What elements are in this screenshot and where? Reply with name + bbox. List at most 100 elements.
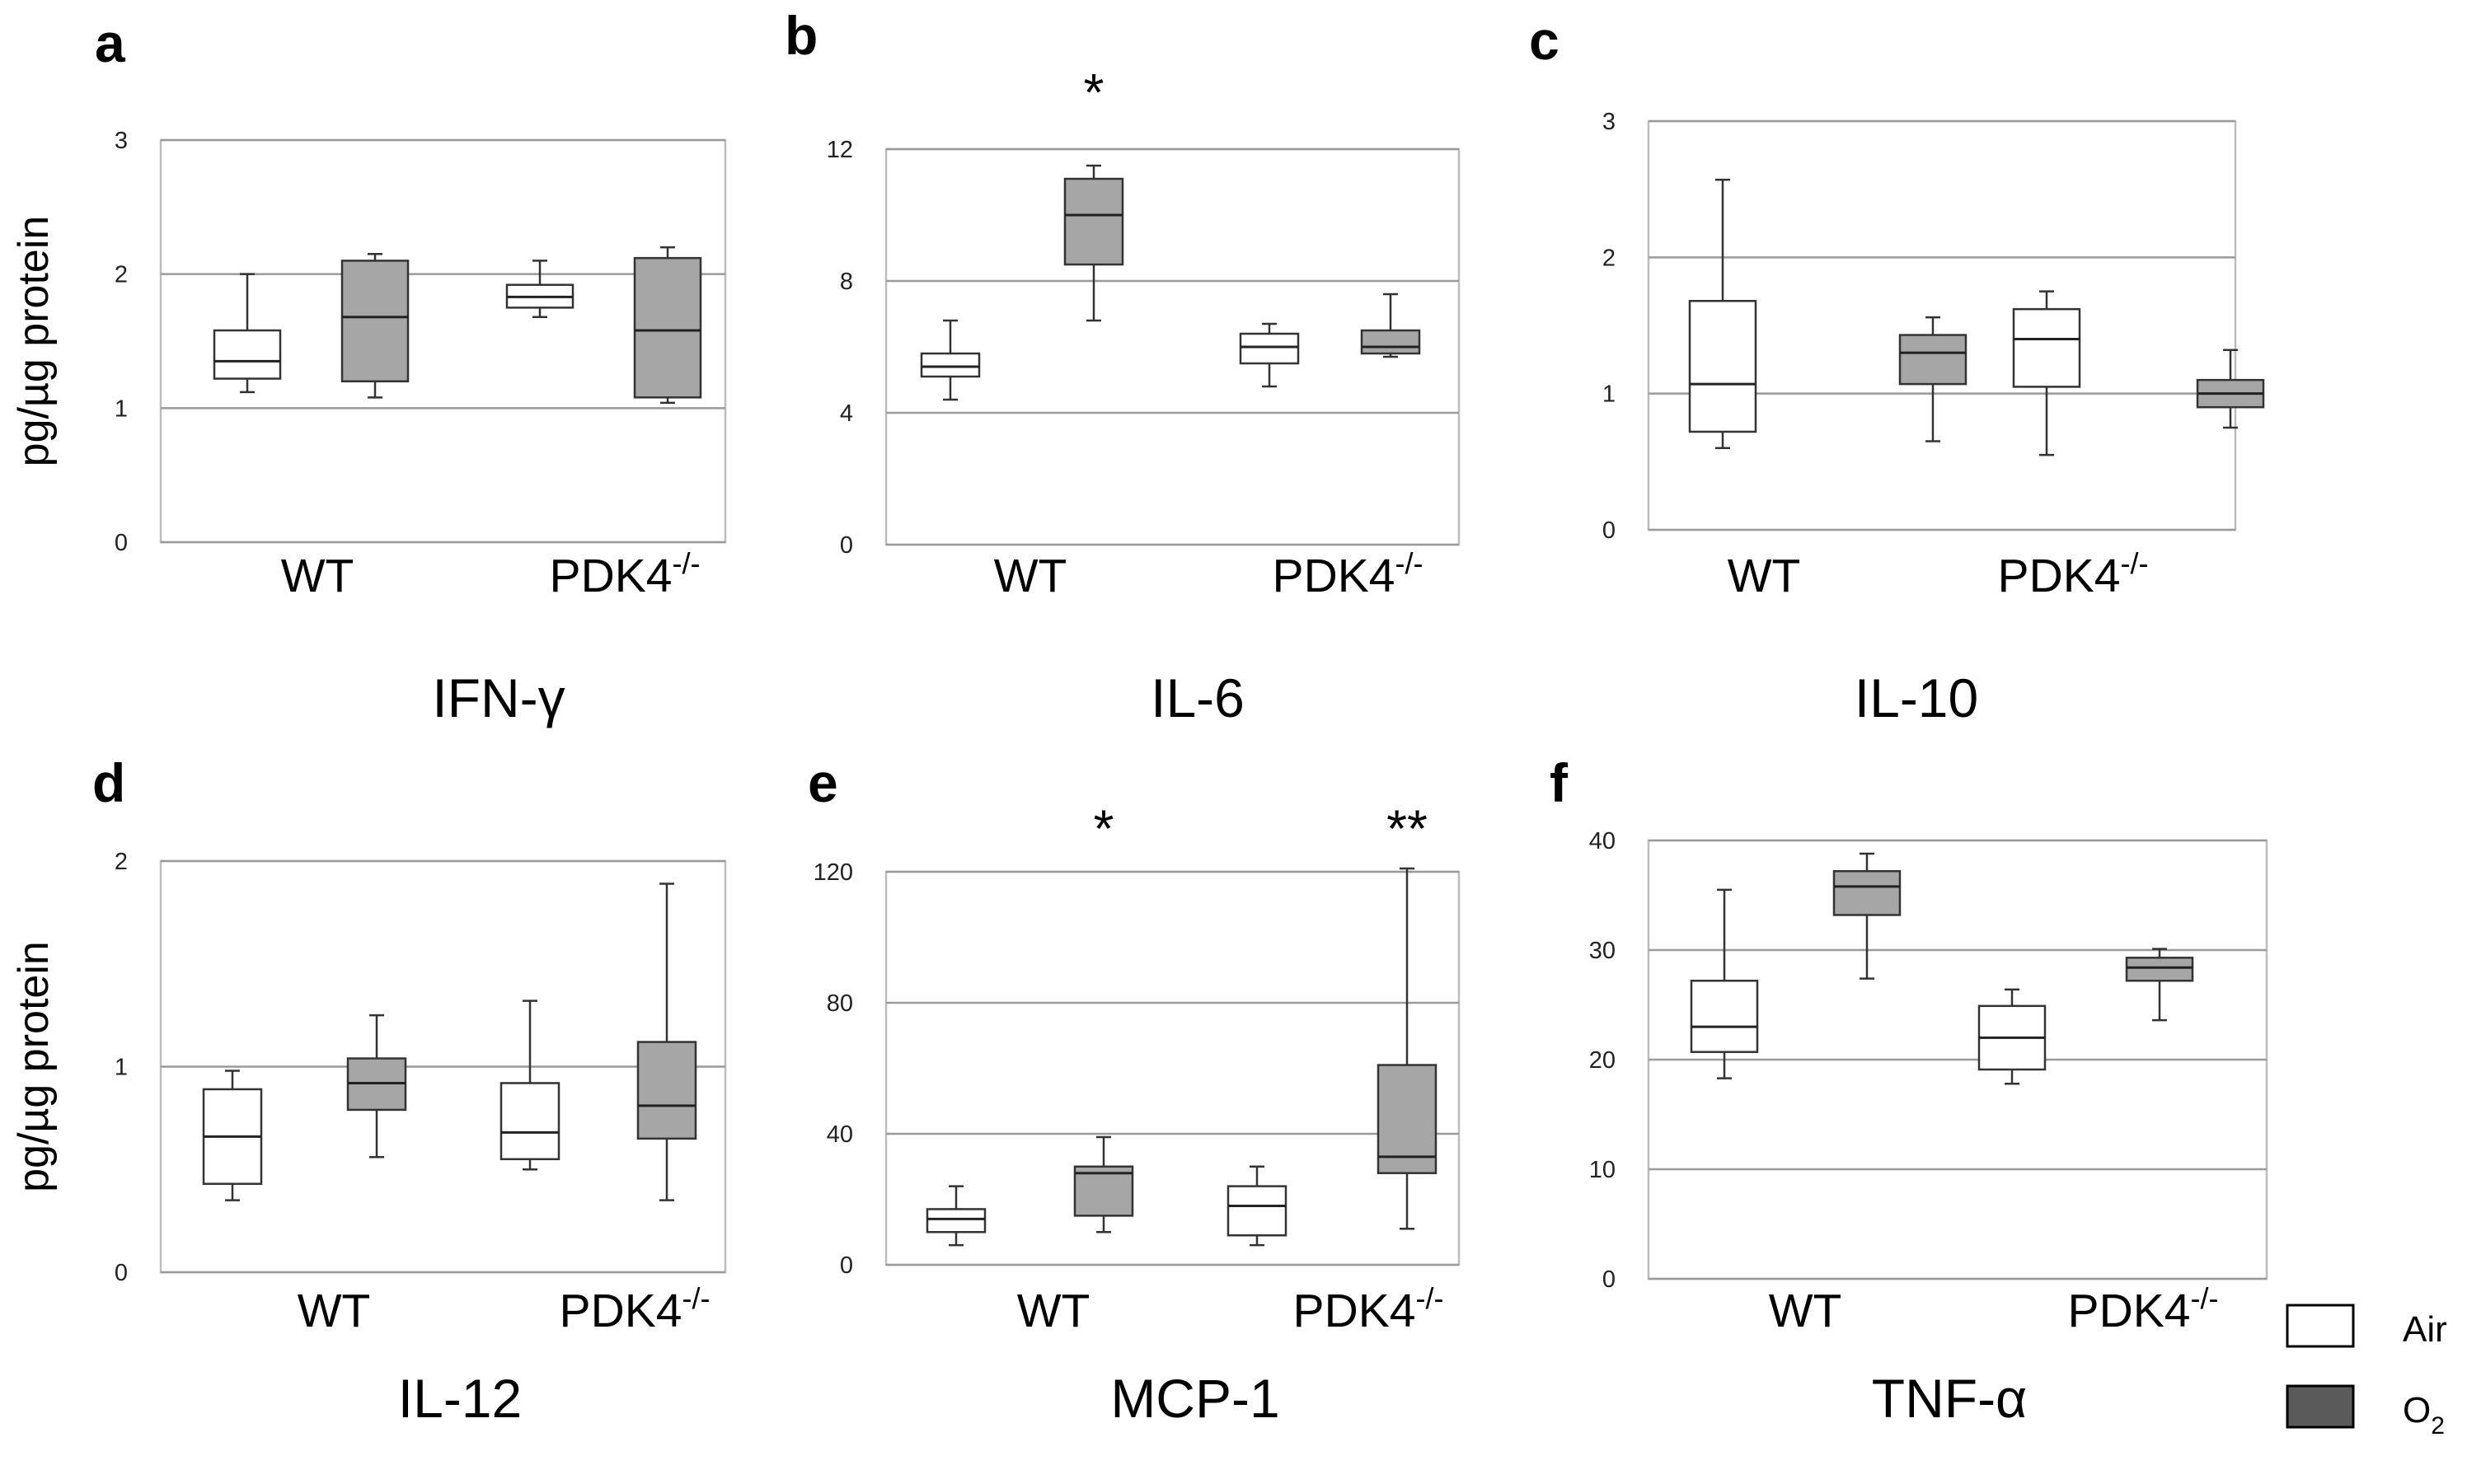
- box-WT-Air: [202, 1070, 263, 1201]
- significance-marker: *: [1094, 798, 1114, 858]
- y-tick-label: 8: [840, 269, 853, 295]
- box-iqr: [1073, 1165, 1134, 1217]
- x-category-label: WT: [1728, 550, 1801, 602]
- box-WT-Air: [926, 1185, 987, 1247]
- category-superscript: -/-: [672, 546, 700, 580]
- box-iqr: [1377, 1064, 1438, 1174]
- panel-letter: c: [1529, 10, 1559, 71]
- box-WT-Air: [213, 273, 282, 394]
- box-iqr: [1239, 332, 1300, 365]
- legend-label: Air: [2403, 1309, 2447, 1350]
- x-category-label: PDK4-/-: [2068, 1281, 2219, 1337]
- category-text: PDK4: [1998, 550, 2121, 602]
- box-iqr: [1226, 1185, 1287, 1237]
- panel-letter: f: [1550, 752, 1569, 813]
- x-category-label: PDK4-/-: [1293, 1281, 1444, 1337]
- x-category-label: WT: [1017, 1285, 1090, 1337]
- panel-b: b 0 4 8 12 WT PDK4-/- * IL-6: [785, 5, 1461, 728]
- box-iqr: [340, 260, 410, 383]
- box-WT-Air: [1688, 178, 1757, 450]
- category-superscript: -/-: [682, 1281, 710, 1315]
- box-iqr: [1832, 869, 1902, 916]
- box-PDK4-/--Air: [1977, 988, 2047, 1085]
- category-text: PDK4: [550, 550, 673, 602]
- panel-title: IL-6: [1151, 667, 1245, 728]
- x-category-label: WT: [298, 1285, 371, 1337]
- y-tick-label: 0: [115, 1260, 128, 1286]
- box-PDK4-/--O2: [2196, 349, 2265, 429]
- y-tick-label: 4: [840, 400, 853, 427]
- box-iqr: [1898, 334, 1968, 386]
- category-superscript: -/-: [2120, 546, 2148, 580]
- y-tick-label: 3: [115, 128, 128, 154]
- y-tick-label: 0: [115, 530, 128, 556]
- panel-title: MCP-1: [1110, 1368, 1279, 1429]
- legend-label: O2: [2403, 1390, 2445, 1440]
- category-text: PDK4: [1293, 1285, 1416, 1337]
- y-tick-label: 3: [1602, 109, 1616, 135]
- box-PDK4-/--O2: [2125, 948, 2194, 1022]
- box-WT-O2: [1898, 316, 1968, 442]
- y-tick-label: 0: [1602, 1266, 1616, 1293]
- panel-letter: a: [95, 12, 126, 73]
- y-tick-label: 40: [1589, 828, 1616, 854]
- y-tick-label: 0: [840, 1252, 853, 1279]
- box-WT-Air: [920, 319, 981, 401]
- y-tick-label: 80: [827, 990, 853, 1017]
- x-category-label: PDK4-/-: [1273, 546, 1423, 602]
- y-tick-label: 0: [840, 532, 853, 559]
- box-WT-O2: [1073, 1135, 1134, 1234]
- y-tick-label: 12: [827, 137, 853, 163]
- y-axis-label: pg/µg protein: [10, 941, 58, 1192]
- panel-title: TNF-α: [1872, 1368, 2027, 1429]
- y-tick-label: 2: [115, 262, 128, 288]
- plot-frame: [884, 870, 1461, 1266]
- y-tick-label: 1: [115, 1055, 128, 1081]
- y-axis-label: pg/µg protein: [10, 216, 58, 467]
- x-category-label: PDK4-/-: [560, 1281, 711, 1337]
- panel-d: d 0 1 2 pg/µg protein WT PDK4-/- IL-12: [10, 752, 727, 1429]
- y-tick-label: 20: [1589, 1047, 1616, 1074]
- legend-swatch: [2286, 1384, 2355, 1429]
- panel-title: IFN-γ: [432, 667, 565, 728]
- legend-swatch: [2286, 1304, 2355, 1348]
- category-superscript: -/-: [1415, 1281, 1443, 1315]
- x-category-label: PDK4-/-: [550, 546, 701, 602]
- box-iqr: [636, 1041, 697, 1140]
- legend: Air O2: [2286, 1304, 2447, 1440]
- box-PDK4-/--Air: [2012, 290, 2081, 456]
- box-iqr: [920, 352, 981, 378]
- panel-letter: b: [785, 5, 818, 66]
- box-PDK4-/--O2: [633, 246, 702, 405]
- panel-letter: e: [808, 752, 838, 813]
- y-tick-label: 10: [1589, 1157, 1616, 1183]
- y-tick-label: 30: [1589, 938, 1616, 964]
- box-PDK4-/--Air: [1226, 1165, 1287, 1247]
- box-PDK4-/--Air: [505, 260, 575, 318]
- box-iqr: [2012, 307, 2081, 388]
- box-iqr: [2125, 957, 2194, 982]
- x-category-label: WT: [281, 550, 354, 602]
- category-text: PDK4: [1273, 550, 1395, 602]
- significance-marker: **: [1386, 798, 1428, 858]
- box-PDK4-/--Air: [499, 999, 560, 1171]
- significance-marker: *: [1084, 63, 1105, 122]
- y-tick-label: 1: [115, 396, 128, 422]
- x-category-label: WT: [1769, 1285, 1842, 1337]
- box-WT-O2: [1832, 852, 1902, 980]
- box-PDK4-/--O2: [1377, 867, 1438, 1230]
- panel-letter: d: [92, 752, 125, 813]
- panel-title: IL-12: [398, 1368, 522, 1429]
- y-tick-label: 2: [1602, 245, 1616, 271]
- y-tick-label: 40: [827, 1121, 853, 1148]
- x-category-label: PDK4-/-: [1998, 546, 2149, 602]
- y-tick-label: 2: [115, 849, 128, 875]
- legend-label-text: O: [2403, 1390, 2431, 1430]
- box-WT-O2: [1063, 164, 1124, 322]
- y-tick-label: 120: [814, 859, 853, 886]
- panel-c: c 0 1 2 3 WT PDK4-/- IL-10: [1529, 10, 2265, 728]
- panel-a: a 0 1 2 3 pg/µg protein WT PDK4-/- IFN-γ: [10, 12, 727, 728]
- legend-label-subscript: 2: [2431, 1412, 2445, 1440]
- box-iqr: [213, 329, 282, 380]
- box-iqr: [1360, 329, 1421, 355]
